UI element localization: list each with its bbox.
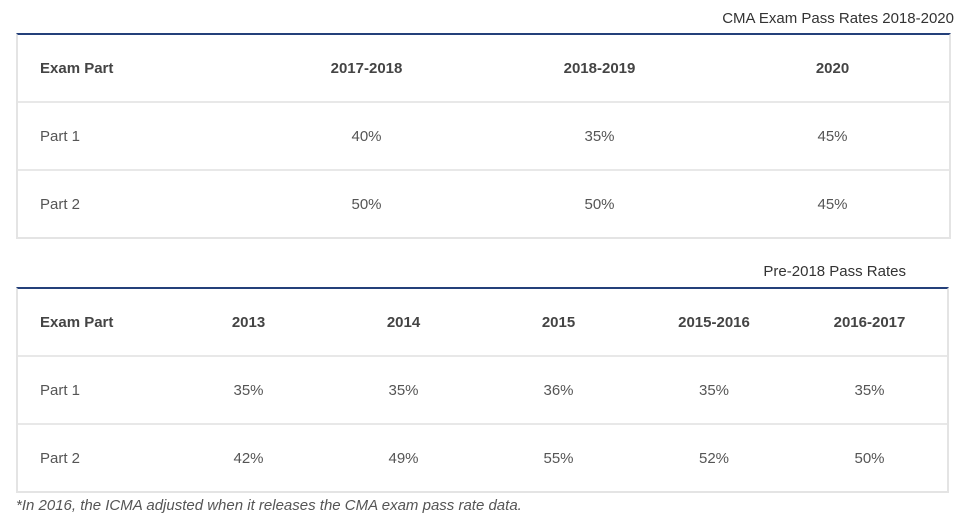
header-cell: 2018-2019 <box>563 59 636 77</box>
table-cell: Part 1 <box>40 127 81 145</box>
header-cell: 2013 <box>231 313 266 331</box>
footnote: *In 2016, the ICMA adjusted when it rele… <box>16 497 522 514</box>
pass-rates-2018-2020-table: Exam Part 2017-2018 2018-2019 2020 Part … <box>16 33 951 239</box>
table-cell: 45% <box>817 195 848 213</box>
header-cell: 2016-2017 <box>833 313 906 331</box>
pass-rates-pre-2018-table: Exam Part 2013 2014 2015 2015-2016 2016-… <box>16 287 949 493</box>
table-cell: 36% <box>543 381 574 399</box>
table-cell: Part 1 <box>40 381 81 399</box>
table-row: Part 2 50% 50% 45% <box>18 171 949 237</box>
header-cell: 2017-2018 <box>330 59 403 77</box>
header-cell: 2015 <box>541 313 576 331</box>
table-cell: 35% <box>698 381 730 399</box>
table-cell: 35% <box>584 127 615 145</box>
table-cell: 50% <box>584 195 615 213</box>
table-header-row: Exam Part 2013 2014 2015 2015-2016 2016-… <box>18 289 947 357</box>
header-cell: 2015-2016 <box>678 313 750 331</box>
table-row: Part 1 35% 35% 36% 35% 35% <box>18 357 947 425</box>
table-header-row: Exam Part 2017-2018 2018-2019 2020 <box>18 35 949 103</box>
table-caption-pre-2018: Pre-2018 Pass Rates <box>763 263 906 280</box>
table-cell: 50% <box>351 195 382 213</box>
table-cell: 55% <box>543 449 574 467</box>
header-cell: Exam Part <box>40 59 114 77</box>
table-cell: 35% <box>233 381 264 399</box>
table-cell: 49% <box>388 449 419 467</box>
table-cell: 50% <box>854 449 885 467</box>
header-cell: 2014 <box>386 313 421 331</box>
table-row: Part 1 40% 35% 45% <box>18 103 949 171</box>
table-cell: 45% <box>817 127 848 145</box>
table-cell: 40% <box>351 127 382 145</box>
table-cell: 35% <box>388 381 419 399</box>
table-cell: 52% <box>698 449 730 467</box>
table-cell: 35% <box>854 381 885 399</box>
table-row: Part 2 42% 49% 55% 52% 50% <box>18 425 947 491</box>
table-cell: Part 2 <box>40 195 81 213</box>
table-cell: 42% <box>233 449 264 467</box>
header-cell: 2020 <box>815 59 850 77</box>
table-cell: Part 2 <box>40 449 81 467</box>
header-cell: Exam Part <box>40 313 114 331</box>
table-caption-2018-2020: CMA Exam Pass Rates 2018-2020 <box>722 10 954 27</box>
